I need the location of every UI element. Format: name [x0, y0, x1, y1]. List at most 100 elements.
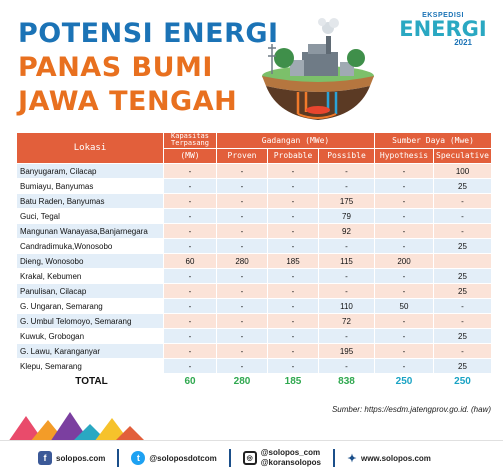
cell-proven: -: [217, 239, 267, 253]
cell-kapasitas: -: [164, 314, 216, 328]
cell-probable: -: [268, 194, 318, 208]
total-speculative: 250: [434, 374, 492, 389]
header-proven: Proven: [217, 148, 267, 163]
cell-possible: -: [319, 284, 374, 298]
cell-speculative: 25: [434, 239, 492, 253]
brand-year: 2021: [454, 38, 472, 47]
footer-twitter[interactable]: t @soloposdotcom: [131, 451, 217, 465]
twitter-handle: @soloposdotcom: [149, 453, 217, 463]
cell-possible: -: [319, 269, 374, 283]
cell-lokasi: Panulisan, Cilacap: [17, 284, 163, 298]
table-row: Bumiayu, Banyumas - - - - - 25: [17, 179, 492, 193]
cell-proven: -: [217, 209, 267, 223]
footer-website[interactable]: ✦ www.solopos.com: [347, 451, 431, 465]
total-label: TOTAL: [17, 374, 163, 389]
footer-instagram[interactable]: ◎ @solopos_com @koransolopos: [242, 448, 321, 468]
cell-lokasi: Banyugaram, Cilacap: [17, 164, 163, 178]
cell-lokasi: G. Umbul Telomoyo, Semarang: [17, 314, 163, 328]
cell-speculative: -: [434, 314, 492, 328]
cell-kapasitas: -: [164, 179, 216, 193]
cell-kapasitas: -: [164, 359, 216, 373]
cell-probable: -: [268, 209, 318, 223]
decorative-triangles: [8, 412, 146, 442]
header-cadangan: Gadangan (MWe): [217, 133, 374, 148]
cell-proven: -: [217, 284, 267, 298]
header-kapasitas: Kapasitas Terpasang: [164, 133, 216, 148]
table-row: Mangunan Wanayasa,Banjarnegara - - - 92 …: [17, 224, 492, 238]
table-row: Kuwuk, Grobogan - - - - - 25: [17, 329, 492, 343]
total-probable: 185: [268, 374, 318, 389]
table-row: Banyugaram, Cilacap - - - - - 100: [17, 164, 492, 178]
cell-lokasi: Batu Raden, Banyumas: [17, 194, 163, 208]
cell-lokasi: Krakal, Kebumen: [17, 269, 163, 283]
cell-probable: -: [268, 164, 318, 178]
cell-probable: -: [268, 359, 318, 373]
footer-facebook[interactable]: f solopos.com: [38, 451, 105, 465]
total-hypothesis: 250: [375, 374, 433, 389]
cell-possible: 79: [319, 209, 374, 223]
table-row: G. Umbul Telomoyo, Semarang - - - 72 - -: [17, 314, 492, 328]
cell-hypothesis: -: [375, 224, 433, 238]
cell-proven: -: [217, 314, 267, 328]
instagram-handle-1: @solopos_com: [260, 448, 321, 457]
table-row: Klepu, Semarang - - - - - 25: [17, 359, 492, 373]
website-url: www.solopos.com: [360, 453, 431, 463]
cell-speculative: 25: [434, 284, 492, 298]
cell-proven: 280: [217, 254, 267, 268]
cell-probable: -: [268, 329, 318, 343]
cell-proven: -: [217, 179, 267, 193]
cell-proven: -: [217, 344, 267, 358]
cell-hypothesis: -: [375, 284, 433, 298]
footer-divider: [228, 449, 231, 467]
footer-bar: f solopos.com t @soloposdotcom ◎ @solopo…: [0, 440, 503, 475]
header-kapasitas-unit: (MW): [164, 148, 216, 163]
header-probable: Probable: [268, 148, 318, 163]
cell-proven: -: [217, 329, 267, 343]
cell-speculative: 25: [434, 359, 492, 373]
cell-possible: -: [319, 359, 374, 373]
cell-possible: 195: [319, 344, 374, 358]
cell-kapasitas: -: [164, 239, 216, 253]
cell-speculative: 100: [434, 164, 492, 178]
table-row: Guci, Tegal - - - 79 - -: [17, 209, 492, 223]
cell-speculative: -: [434, 224, 492, 238]
cell-hypothesis: -: [375, 329, 433, 343]
total-kapasitas: 60: [164, 374, 216, 389]
header-speculative: Speculative: [434, 148, 492, 163]
cell-proven: -: [217, 164, 267, 178]
cell-probable: -: [268, 299, 318, 313]
cell-probable: -: [268, 284, 318, 298]
cell-hypothesis: -: [375, 164, 433, 178]
cell-speculative: 25: [434, 269, 492, 283]
total-row: TOTAL 60 280 185 838 250 250: [17, 374, 492, 389]
cell-speculative: -: [434, 209, 492, 223]
total-proven: 280: [217, 374, 267, 389]
table-row: Panulisan, Cilacap - - - - - 25: [17, 284, 492, 298]
twitter-icon: t: [131, 451, 146, 465]
cell-speculative: 25: [434, 329, 492, 343]
table-row: G. Ungaran, Semarang - - - 110 50 -: [17, 299, 492, 313]
cell-kapasitas: -: [164, 269, 216, 283]
cell-kapasitas: -: [164, 284, 216, 298]
footer-divider: [332, 449, 335, 467]
cell-probable: -: [268, 314, 318, 328]
cell-speculative: -: [434, 194, 492, 208]
cell-proven: -: [217, 299, 267, 313]
cell-kapasitas: -: [164, 194, 216, 208]
cell-lokasi: Candradimuka,Wonosobo: [17, 239, 163, 253]
title-line-3: JAWA TENGAH: [18, 86, 238, 117]
cell-probable: -: [268, 344, 318, 358]
title-line-2: PANAS BUMI: [18, 52, 213, 83]
instagram-icon: ◎: [242, 451, 257, 465]
cell-possible: -: [319, 329, 374, 343]
cell-possible: -: [319, 164, 374, 178]
brand-top: EKSPEDISI: [422, 12, 464, 19]
cell-hypothesis: -: [375, 344, 433, 358]
cell-hypothesis: -: [375, 239, 433, 253]
brand-main: ENERGI: [399, 17, 487, 41]
cell-lokasi: Guci, Tegal: [17, 209, 163, 223]
cell-hypothesis: 200: [375, 254, 433, 268]
cell-hypothesis: 50: [375, 299, 433, 313]
cell-kapasitas: -: [164, 209, 216, 223]
cell-possible: 110: [319, 299, 374, 313]
